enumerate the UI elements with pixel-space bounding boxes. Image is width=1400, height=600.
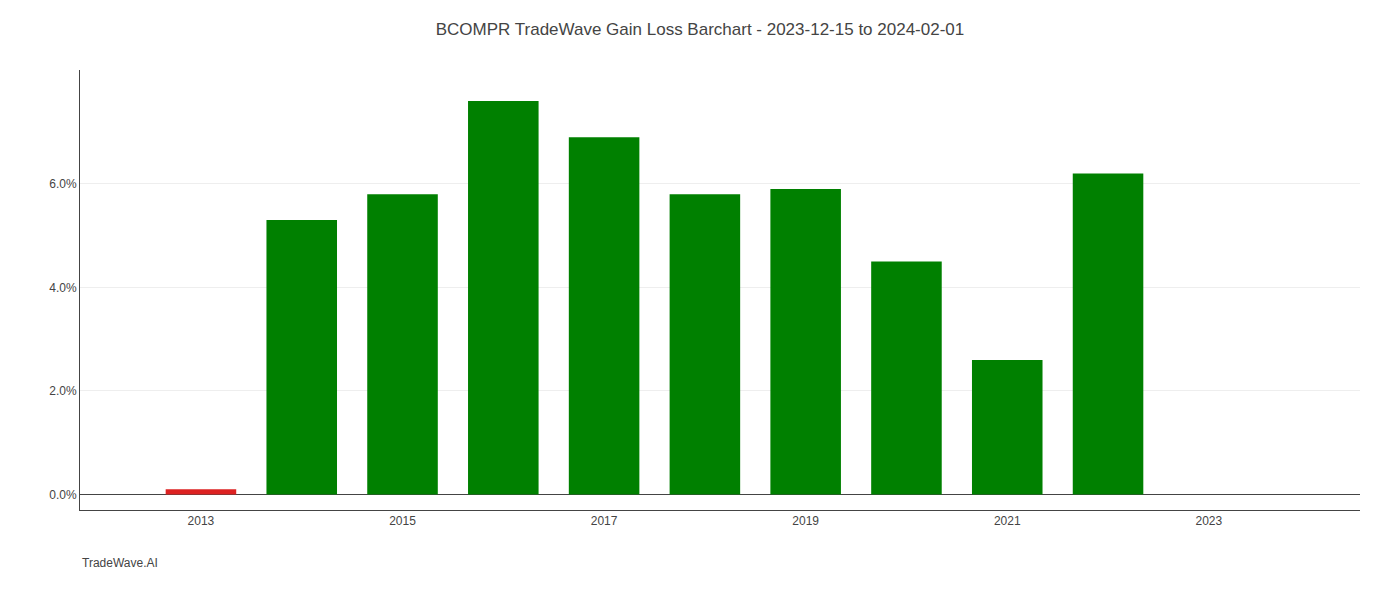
svg-text:2013: 2013 [188,514,215,528]
svg-text:2023: 2023 [1195,514,1222,528]
svg-text:2021: 2021 [994,514,1021,528]
svg-text:BCOMPR TradeWave Gain Loss Bar: BCOMPR TradeWave Gain Loss Barchart - 20… [436,20,965,39]
svg-text:0.0%: 0.0% [49,488,77,502]
svg-text:TradeWave.AI: TradeWave.AI [82,556,158,570]
svg-text:4.0%: 4.0% [49,281,77,295]
svg-text:2017: 2017 [591,514,618,528]
svg-text:2.0%: 2.0% [49,384,77,398]
svg-text:2019: 2019 [792,514,819,528]
svg-text:6.0%: 6.0% [49,177,77,191]
svg-text:2015: 2015 [389,514,416,528]
